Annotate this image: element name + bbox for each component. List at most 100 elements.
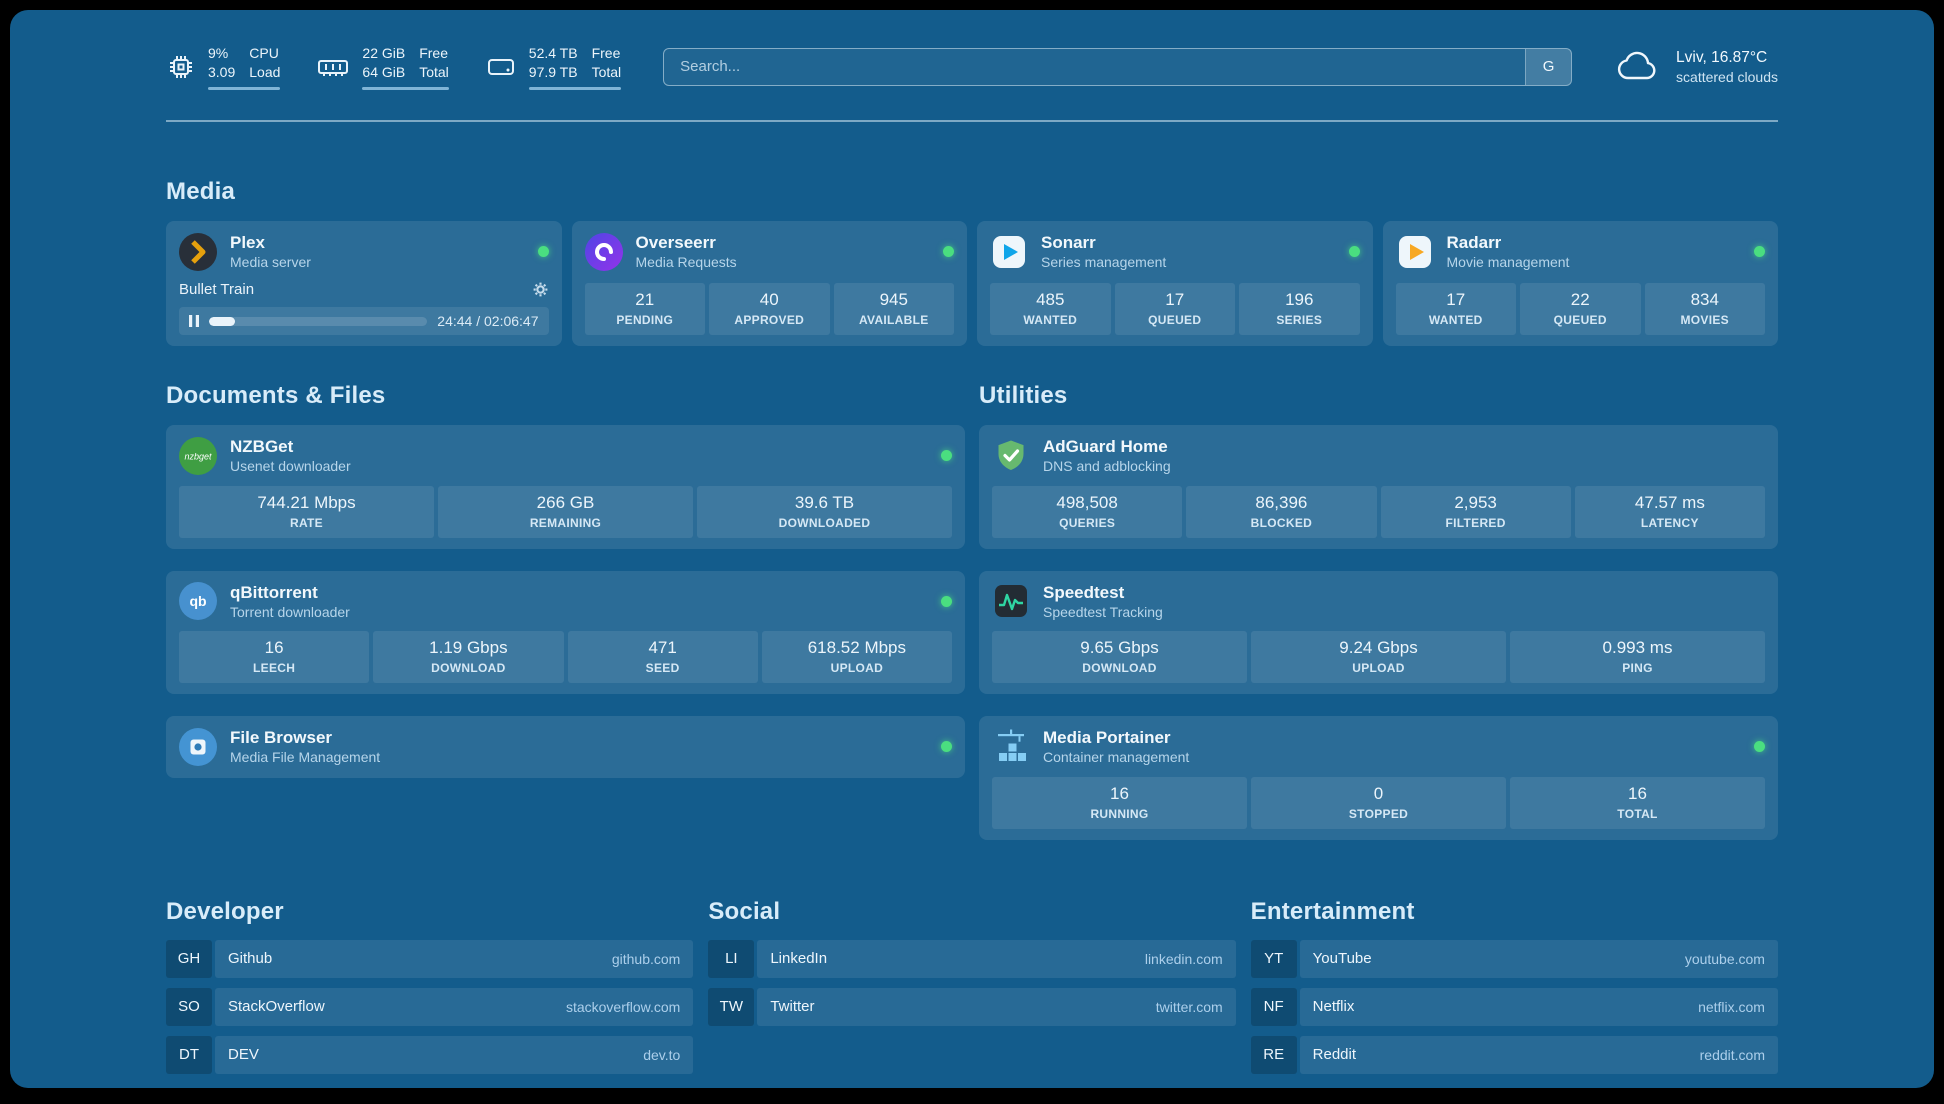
bookmark-netflix[interactable]: NF Netflix netflix.com bbox=[1250, 987, 1778, 1026]
memory-widget: 22 GiB 64 GiB Free Total bbox=[316, 44, 449, 90]
pause-icon[interactable] bbox=[189, 315, 199, 328]
service-name: Radarr bbox=[1446, 232, 1502, 252]
memory-usage-bar bbox=[362, 86, 449, 90]
portainer-icon bbox=[992, 728, 1030, 766]
overseerr-icon bbox=[584, 232, 623, 271]
bookmark-name: Github bbox=[228, 950, 273, 968]
service-desc: Movie management bbox=[1446, 254, 1570, 271]
service-desc: Series management bbox=[1041, 254, 1167, 271]
bookmark-youtube[interactable]: YT YouTube youtube.com bbox=[1250, 939, 1778, 978]
cpu-icon bbox=[170, 55, 192, 78]
service-desc: Speedtest Tracking bbox=[1043, 603, 1163, 620]
bookmark-url: stackoverflow.com bbox=[565, 998, 681, 1015]
sonarr-service-link[interactable]: Sonarr Series management bbox=[990, 232, 1360, 271]
cpu-widget: 9% 3.09 CPU Load bbox=[166, 44, 281, 90]
service-card-qbittorrent: qb qBittorrent Torrent downloader 16 LEE… bbox=[166, 570, 965, 695]
stat: 16 LEECH bbox=[179, 631, 370, 684]
bookmark-name: Twitter bbox=[770, 998, 815, 1016]
bookmark-url: reddit.com bbox=[1699, 1046, 1765, 1063]
bookmark-twitter[interactable]: TW Twitter twitter.com bbox=[708, 987, 1236, 1026]
service-desc: Media Requests bbox=[635, 254, 737, 271]
service-card-plex: Plex Media server Bullet Train bbox=[166, 220, 562, 347]
service-card-adguard: AdGuard Home DNS and adblocking 498,508 … bbox=[979, 425, 1778, 549]
stat: 196 SERIES bbox=[1239, 283, 1360, 336]
gear-icon[interactable] bbox=[532, 281, 549, 298]
cpu-load-label: Load bbox=[249, 63, 281, 80]
disk-widget: 52.4 TB 97.9 TB Free Total bbox=[485, 44, 622, 90]
progress-track[interactable] bbox=[209, 316, 428, 326]
service-name: File Browser bbox=[230, 728, 333, 748]
media-cards: Plex Media server Bullet Train bbox=[166, 220, 1778, 347]
status-dot bbox=[941, 595, 952, 607]
weather-widget: Lviv, 16.87°C scattered clouds bbox=[1614, 49, 1778, 85]
filebrowser-service-link[interactable]: File Browser Media File Management bbox=[179, 727, 952, 766]
service-name: NZBGet bbox=[230, 437, 294, 457]
bookmark-name: YouTube bbox=[1312, 950, 1372, 968]
radarr-service-link[interactable]: Radarr Movie management bbox=[1396, 232, 1765, 271]
service-name: Media Portainer bbox=[1043, 728, 1171, 748]
nzbget-service-link[interactable]: nzbget NZBGet Usenet downloader bbox=[179, 436, 952, 475]
bookmark-abbr: TW bbox=[708, 987, 755, 1026]
service-desc: Media server bbox=[230, 254, 311, 271]
filebrowser-icon bbox=[179, 727, 217, 766]
disk-usage-bar bbox=[528, 86, 622, 90]
cpu-load: 3.09 bbox=[208, 63, 236, 80]
speedtest-icon bbox=[992, 582, 1030, 620]
service-stats: 17 WANTED 22 QUEUED 834 MOVIES bbox=[1395, 273, 1765, 336]
entertainment-section-title: Entertainment bbox=[1250, 897, 1415, 925]
adguard-service-link[interactable]: AdGuard Home DNS and adblocking bbox=[992, 436, 1765, 475]
portainer-service-link[interactable]: Media Portainer Container management bbox=[992, 727, 1765, 766]
weather-location: Lviv, 16.87°C bbox=[1676, 48, 1768, 66]
status-dot bbox=[1348, 246, 1360, 257]
cloud-icon bbox=[1617, 51, 1656, 80]
bookmark-reddit[interactable]: RE Reddit reddit.com bbox=[1250, 1035, 1778, 1074]
status-dot bbox=[537, 246, 549, 257]
status-dot bbox=[941, 450, 952, 462]
bookmark-url: dev.to bbox=[643, 1046, 681, 1063]
bookmark-github[interactable]: GH Github github.com bbox=[166, 939, 694, 978]
bookmark-name: Netflix bbox=[1312, 998, 1355, 1016]
stat: 2,953 FILTERED bbox=[1380, 485, 1571, 538]
bookmark-group-developer: Developer GH Github github.com SO StackO… bbox=[166, 898, 694, 1074]
bookmark-abbr: GH bbox=[166, 939, 212, 978]
bookmark-dev[interactable]: DT DEV dev.to bbox=[166, 1035, 694, 1074]
overseerr-service-link[interactable]: Overseerr Media Requests bbox=[584, 232, 954, 271]
speedtest-service-link[interactable]: Speedtest Speedtest Tracking bbox=[992, 582, 1765, 621]
stat: 40 APPROVED bbox=[709, 283, 830, 336]
playback-time: 24:44 / 02:06:47 bbox=[437, 313, 539, 330]
utilities-column: Utilities AdGuard Home DNS and a bbox=[979, 382, 1778, 840]
qbittorrent-icon: qb bbox=[179, 582, 217, 621]
service-name: Overseerr bbox=[635, 232, 716, 252]
service-desc: Torrent downloader bbox=[230, 603, 350, 620]
bookmark-abbr: DT bbox=[166, 1035, 212, 1074]
bookmark-url: netflix.com bbox=[1698, 998, 1765, 1015]
stat: 0 STOPPED bbox=[1251, 776, 1506, 829]
documents-section-title: Documents & Files bbox=[166, 382, 386, 410]
search-input[interactable] bbox=[664, 48, 1526, 85]
stat: 485 WANTED bbox=[990, 283, 1111, 336]
plex-service-link[interactable]: Plex Media server bbox=[179, 232, 549, 271]
plex-progress-fill bbox=[209, 316, 236, 326]
stat: 471 SEED bbox=[567, 631, 758, 684]
search-provider-button[interactable]: G bbox=[1525, 48, 1572, 85]
stat: 945 AVAILABLE bbox=[833, 283, 954, 336]
bookmark-abbr: LI bbox=[708, 939, 755, 978]
status-dot bbox=[941, 741, 952, 753]
sonarr-icon bbox=[990, 233, 1028, 271]
disk-free: 52.4 TB bbox=[528, 45, 578, 61]
stat: 17 QUEUED bbox=[1114, 283, 1235, 336]
bookmark-linkedin[interactable]: LI LinkedIn linkedin.com bbox=[708, 939, 1236, 978]
dashboard-window: 9% 3.09 CPU Load bbox=[10, 10, 1934, 1088]
service-card-radarr: Radarr Movie management 17 WANTED 22 QUE… bbox=[1382, 220, 1778, 347]
service-stats: 21 PENDING 40 APPROVED 945 AVAILABLE bbox=[584, 273, 954, 336]
stat: 16 TOTAL bbox=[1510, 776, 1765, 829]
memory-free: 22 GiB bbox=[362, 45, 406, 61]
qbittorrent-service-link[interactable]: qb qBittorrent Torrent downloader bbox=[179, 582, 952, 621]
bookmark-stackoverflow[interactable]: SO StackOverflow stackoverflow.com bbox=[166, 987, 694, 1026]
stat: 498,508 QUERIES bbox=[992, 485, 1183, 538]
cpu-usage-bar bbox=[208, 86, 281, 90]
stat: 266 GB REMAINING bbox=[438, 485, 693, 538]
status-dot bbox=[1754, 741, 1765, 753]
service-stats: 498,508 QUERIES 86,396 BLOCKED 2,953 FIL… bbox=[992, 476, 1765, 538]
resource-widgets: 9% 3.09 CPU Load bbox=[166, 44, 622, 90]
